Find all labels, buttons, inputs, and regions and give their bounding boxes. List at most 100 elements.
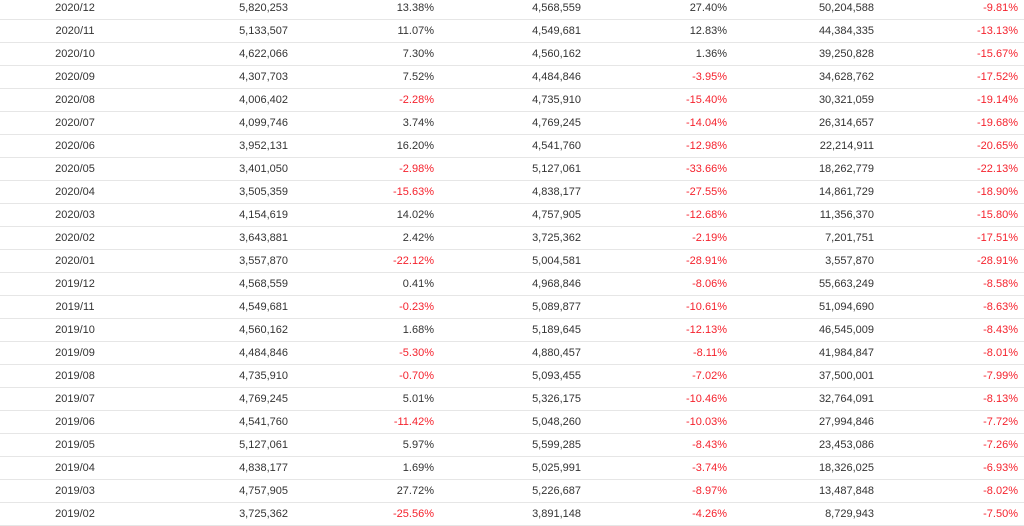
value-cell: 34,628,762	[818, 71, 874, 83]
percent-cell: -7.99%	[983, 370, 1018, 382]
percent-cell: -15.80%	[977, 209, 1018, 221]
percent-cell: -28.91%	[686, 255, 727, 267]
table-row: 2020/03 4,154,619 14.02% 4,757,905 -12.68% 11…	[0, 204, 1024, 227]
percent-cell: -10.46%	[686, 393, 727, 405]
percent-cell: -8.97%	[692, 485, 727, 497]
value-cell: 4,549,681	[239, 301, 288, 313]
value-cell: 5,048,260	[532, 416, 581, 428]
value-cell: 51,094,690	[818, 301, 874, 313]
period-cell: 2019/08	[55, 370, 95, 382]
percent-cell: -12.98%	[686, 140, 727, 152]
percent-cell: -0.70%	[399, 370, 434, 382]
percent-cell: 7.30%	[402, 48, 434, 60]
value-cell: 22,214,911	[819, 140, 874, 152]
value-cell: 4,769,245	[239, 393, 288, 405]
percent-cell: -0.23%	[399, 301, 434, 313]
percent-cell: -7.02%	[692, 370, 727, 382]
value-cell: 41,984,847	[818, 347, 874, 359]
percent-cell: 7.52%	[402, 71, 434, 83]
percent-cell: -8.43%	[692, 439, 727, 451]
percent-cell: -7.26%	[983, 439, 1018, 451]
value-cell: 4,484,846	[239, 347, 288, 359]
percent-cell: -19.14%	[977, 94, 1018, 106]
value-cell: 5,226,687	[532, 485, 581, 497]
percent-cell: -17.51%	[977, 232, 1018, 244]
value-cell: 39,250,828	[818, 48, 874, 60]
percent-cell: -28.91%	[977, 255, 1018, 267]
period-cell: 2020/09	[55, 71, 95, 83]
value-cell: 5,025,991	[532, 462, 581, 474]
table-row: 2020/10 4,622,066 7.30% 4,560,162 1.36% 39,25…	[0, 43, 1024, 66]
value-cell: 4,006,402	[239, 94, 288, 106]
value-cell: 8,729,943	[825, 508, 874, 520]
table-row: 2019/07 4,769,245 5.01% 5,326,175 -10.46% 32,…	[0, 388, 1024, 411]
period-cell: 2020/12	[55, 2, 95, 14]
value-cell: 4,568,559	[532, 2, 581, 14]
percent-cell: -5.30%	[399, 347, 434, 359]
value-cell: 4,968,846	[532, 278, 581, 290]
value-cell: 3,643,881	[239, 232, 288, 244]
percent-cell: 2.42%	[402, 232, 434, 244]
table-row: 2019/11 4,549,681 -0.23% 5,089,877 -10.61% 51…	[0, 296, 1024, 319]
value-cell: 3,891,148	[532, 508, 581, 520]
percent-cell: 27.40%	[689, 2, 727, 14]
percent-cell: -8.11%	[692, 347, 727, 359]
percent-cell: 16.20%	[396, 140, 434, 152]
value-cell: 3,505,359	[239, 186, 288, 198]
value-cell: 5,189,645	[532, 324, 581, 336]
percent-cell: 1.69%	[402, 462, 434, 474]
percent-cell: -18.90%	[977, 186, 1018, 198]
table-row: 2019/09 4,484,846 -5.30% 4,880,457 -8.11% 41,…	[0, 342, 1024, 365]
period-cell: 2019/03	[55, 485, 95, 497]
value-cell: 3,557,870	[239, 255, 288, 267]
value-cell: 3,401,050	[239, 163, 288, 175]
percent-cell: 14.02%	[396, 209, 434, 221]
table-row: 2020/09 4,307,703 7.52% 4,484,846 -3.95% 34,6…	[0, 66, 1024, 89]
percent-cell: -7.50%	[983, 508, 1018, 520]
value-cell: 5,004,581	[532, 255, 581, 267]
percent-cell: -2.19%	[692, 232, 727, 244]
value-cell: 4,560,162	[532, 48, 581, 60]
value-cell: 4,838,177	[239, 462, 288, 474]
percent-cell: 13.38%	[396, 2, 434, 14]
percent-cell: -27.55%	[686, 186, 727, 198]
value-cell: 4,484,846	[532, 71, 581, 83]
table-row: 2019/04 4,838,177 1.69% 5,025,991 -3.74% 18,3…	[0, 457, 1024, 480]
value-cell: 5,326,175	[532, 393, 581, 405]
value-cell: 4,735,910	[532, 94, 581, 106]
value-cell: 4,769,245	[532, 117, 581, 129]
table-row: 2020/12 5,820,253 13.38% 4,568,559 27.40% 50,…	[0, 0, 1024, 20]
percent-cell: 5.97%	[402, 439, 434, 451]
period-cell: 2019/02	[55, 508, 95, 520]
percent-cell: -19.68%	[977, 117, 1018, 129]
percent-cell: -8.58%	[983, 278, 1018, 290]
period-cell: 2020/10	[55, 48, 95, 60]
percent-cell: -14.04%	[686, 117, 727, 129]
table-row: 2020/07 4,099,746 3.74% 4,769,245 -14.04% 26,…	[0, 112, 1024, 135]
period-cell: 2020/01	[55, 255, 95, 267]
value-cell: 5,089,877	[532, 301, 581, 313]
percent-cell: -6.93%	[983, 462, 1018, 474]
table-row: 2020/06 3,952,131 16.20% 4,541,760 -12.98% 22…	[0, 135, 1024, 158]
value-cell: 27,994,846	[818, 416, 874, 428]
value-cell: 4,307,703	[239, 71, 288, 83]
percent-cell: -7.72%	[983, 416, 1018, 428]
percent-cell: -8.06%	[692, 278, 727, 290]
percent-cell: -17.52%	[977, 71, 1018, 83]
value-cell: 4,838,177	[532, 186, 581, 198]
percent-cell: -15.67%	[977, 48, 1018, 60]
value-cell: 18,262,779	[818, 163, 874, 175]
value-cell: 14,861,729	[818, 186, 874, 198]
percent-cell: -20.65%	[977, 140, 1018, 152]
percent-cell: -12.68%	[686, 209, 727, 221]
value-cell: 4,154,619	[239, 209, 288, 221]
period-cell: 2020/08	[55, 94, 95, 106]
percent-cell: -9.81%	[983, 2, 1018, 14]
value-cell: 44,384,335	[818, 25, 874, 37]
value-cell: 4,541,760	[532, 140, 581, 152]
table-row: 2019/12 4,568,559 0.41% 4,968,846 -8.06% 55,6…	[0, 273, 1024, 296]
percent-cell: 27.72%	[396, 485, 434, 497]
table-row: 2019/10 4,560,162 1.68% 5,189,645 -12.13% 46,…	[0, 319, 1024, 342]
percent-cell: -15.63%	[393, 186, 434, 198]
value-cell: 5,093,455	[532, 370, 581, 382]
